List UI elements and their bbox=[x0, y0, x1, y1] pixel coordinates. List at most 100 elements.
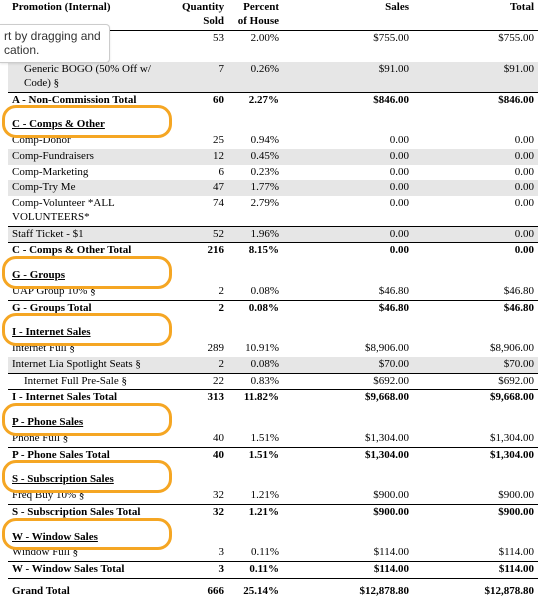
cell-qty: 40 bbox=[178, 431, 228, 447]
cell-pct: 10.91% bbox=[228, 341, 283, 357]
cell-total: $900.00 bbox=[413, 504, 538, 520]
col-header-qty: Quantity Sold bbox=[178, 0, 228, 30]
cell-total bbox=[413, 46, 538, 62]
cell-pct: 25.14% bbox=[228, 578, 283, 599]
cell-name: Comp-Marketing bbox=[8, 165, 178, 181]
table-row: Comp-Donor250.94%0.000.00 bbox=[8, 133, 538, 149]
cell-qty: 2 bbox=[178, 284, 228, 300]
cell-total: 0.00 bbox=[413, 226, 538, 243]
cell-sales: 0.00 bbox=[283, 226, 413, 243]
cell-pct: 1.51% bbox=[228, 431, 283, 447]
cell-total: $1,304.00 bbox=[413, 447, 538, 463]
cell-name: Staff Ticket - $1 bbox=[8, 226, 178, 243]
cell-sales: $1,304.00 bbox=[283, 447, 413, 463]
cell-name: Generic BOGO (50% Off w/ Code) § bbox=[8, 62, 178, 92]
cell-name: Window Full § bbox=[8, 545, 178, 561]
cell-pct bbox=[228, 463, 283, 488]
cell-qty: 74 bbox=[178, 196, 228, 226]
cell-qty: 47 bbox=[178, 180, 228, 196]
cell-name: C - Comps & Other Total bbox=[8, 243, 178, 259]
table-row: Comp-Volunteer *ALL VOLUNTEERS*742.79%0.… bbox=[8, 196, 538, 226]
cell-pct: 0.08% bbox=[228, 300, 283, 316]
cell-qty: 666 bbox=[178, 578, 228, 599]
cell-name: P - Phone Sales Total bbox=[8, 447, 178, 463]
cell-qty bbox=[178, 521, 228, 546]
cell-pct: 0.26% bbox=[228, 62, 283, 92]
section-header-row: P - Phone Sales bbox=[8, 406, 538, 431]
cell-pct bbox=[228, 46, 283, 62]
cell-pct: 0.45% bbox=[228, 149, 283, 165]
cell-name: Comp-Fundraisers bbox=[8, 149, 178, 165]
cell-sales: $91.00 bbox=[283, 62, 413, 92]
cell-total: 0.00 bbox=[413, 165, 538, 181]
cell-sales: $70.00 bbox=[283, 357, 413, 373]
report-page: rt by dragging and cation. Promotion (In… bbox=[0, 0, 546, 610]
cell-qty: 7 bbox=[178, 62, 228, 92]
table-row: UAP Group 10% §20.08%$46.80$46.80 bbox=[8, 284, 538, 300]
cell-name: G - Groups bbox=[8, 259, 178, 284]
cell-name: S - Subscription Sales Total bbox=[8, 504, 178, 520]
cell-qty: 22 bbox=[178, 373, 228, 390]
cell-pct: 1.51% bbox=[228, 447, 283, 463]
cell-total: $70.00 bbox=[413, 357, 538, 373]
cell-pct: 0.08% bbox=[228, 284, 283, 300]
cell-total: $8,906.00 bbox=[413, 341, 538, 357]
cell-name: G - Groups Total bbox=[8, 300, 178, 316]
subtotal-row: C - Comps & Other Total2168.15%0.000.00 bbox=[8, 243, 538, 259]
cell-name: Freq Buy 10% § bbox=[8, 488, 178, 504]
cell-qty: 2 bbox=[178, 300, 228, 316]
cell-qty: 60 bbox=[178, 92, 228, 108]
cell-pct: 0.23% bbox=[228, 165, 283, 181]
cell-total: 0.00 bbox=[413, 243, 538, 259]
cell-pct: 1.96% bbox=[228, 226, 283, 243]
cell-sales bbox=[283, 259, 413, 284]
cell-name: Grand Total bbox=[8, 578, 178, 599]
cell-pct: 1.21% bbox=[228, 488, 283, 504]
cell-name: W - Window Sales Total bbox=[8, 562, 178, 579]
cell-pct: 1.77% bbox=[228, 180, 283, 196]
cell-sales bbox=[283, 316, 413, 341]
cell-qty: 3 bbox=[178, 562, 228, 579]
cell-sales: 0.00 bbox=[283, 165, 413, 181]
table-row: Internet Full §28910.91%$8,906.00$8,906.… bbox=[8, 341, 538, 357]
col-header-total: Total bbox=[413, 0, 538, 30]
cell-total: $114.00 bbox=[413, 545, 538, 561]
cell-total bbox=[413, 259, 538, 284]
cell-qty: 12 bbox=[178, 149, 228, 165]
cell-sales: $900.00 bbox=[283, 504, 413, 520]
cell-qty: 32 bbox=[178, 488, 228, 504]
section-header-row: W - Window Sales bbox=[8, 521, 538, 546]
cell-sales bbox=[283, 108, 413, 133]
subtotal-row: G - Groups Total20.08%$46.80$46.80 bbox=[8, 300, 538, 316]
cell-total: 0.00 bbox=[413, 196, 538, 226]
cell-total: $46.80 bbox=[413, 300, 538, 316]
table-row: Comp-Try Me471.77%0.000.00 bbox=[8, 180, 538, 196]
drag-hint-overlay: rt by dragging and cation. bbox=[0, 24, 110, 63]
cell-name: Internet Full § bbox=[8, 341, 178, 357]
cell-pct: 0.08% bbox=[228, 357, 283, 373]
subtotal-row: A - Non-Commission Total602.27%$846.00$8… bbox=[8, 92, 538, 108]
cell-sales: $46.80 bbox=[283, 300, 413, 316]
cell-total: $900.00 bbox=[413, 488, 538, 504]
cell-total: $1,304.00 bbox=[413, 431, 538, 447]
cell-total: $114.00 bbox=[413, 562, 538, 579]
cell-name: S - Subscription Sales bbox=[8, 463, 178, 488]
section-header-row: C - Comps & Other bbox=[8, 108, 538, 133]
cell-name: I - Internet Sales Total bbox=[8, 390, 178, 406]
cell-name: A - Non-Commission Total bbox=[8, 92, 178, 108]
cell-total bbox=[413, 316, 538, 341]
cell-qty: 52 bbox=[178, 226, 228, 243]
cell-name: Internet Full Pre-Sale § bbox=[8, 373, 178, 390]
cell-qty: 289 bbox=[178, 341, 228, 357]
cell-pct: 0.94% bbox=[228, 133, 283, 149]
cell-qty bbox=[178, 108, 228, 133]
cell-sales: $9,668.00 bbox=[283, 390, 413, 406]
cell-sales: 0.00 bbox=[283, 149, 413, 165]
cell-qty bbox=[178, 259, 228, 284]
cell-pct: 2.79% bbox=[228, 196, 283, 226]
cell-pct: 2.27% bbox=[228, 92, 283, 108]
sales-report-table: Promotion (Internal) Quantity Sold Perce… bbox=[8, 0, 538, 600]
cell-pct: 2.00% bbox=[228, 30, 283, 46]
col-header-sales: Sales bbox=[283, 0, 413, 30]
cell-qty: 3 bbox=[178, 545, 228, 561]
